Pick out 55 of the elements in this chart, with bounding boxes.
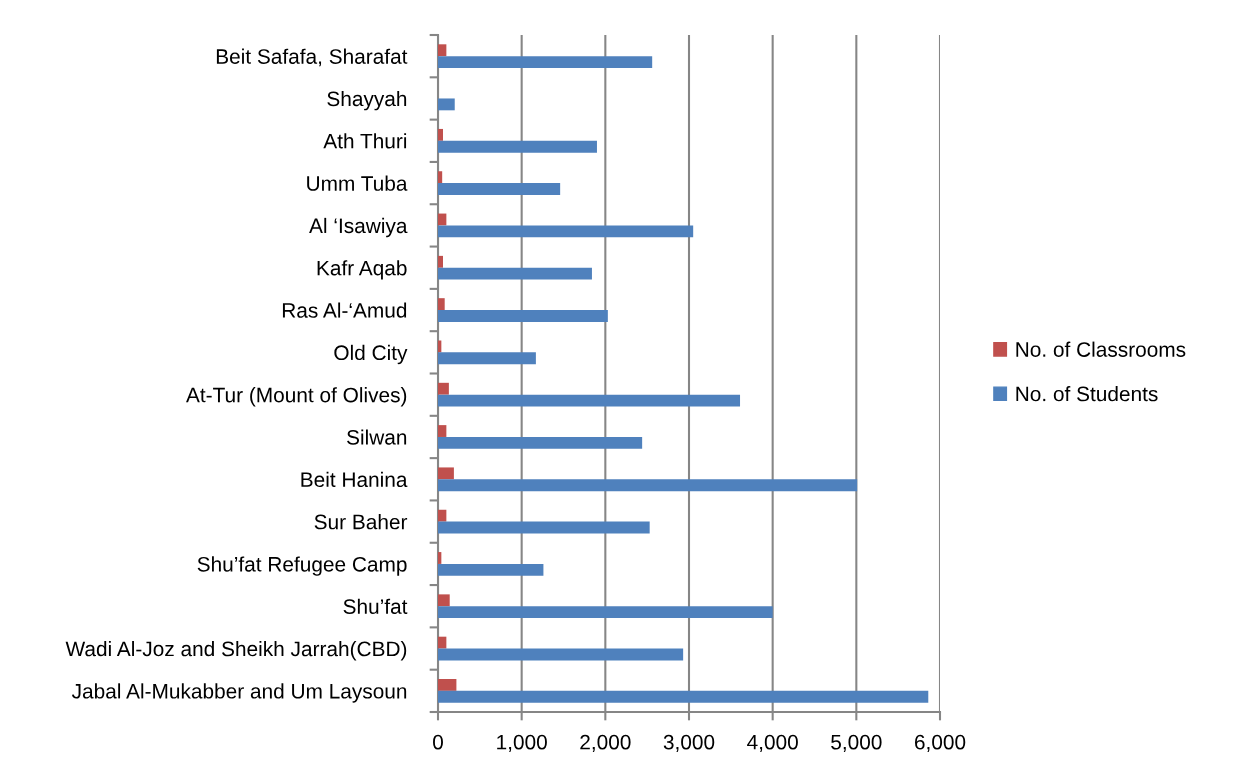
x-tick-label: 6,000 [914, 734, 966, 752]
bar [438, 552, 442, 564]
bar [438, 594, 450, 607]
bar [438, 128, 444, 141]
y-tick-label: Al ‘Isawiya [309, 217, 408, 238]
bar [438, 563, 544, 576]
bar [438, 171, 443, 184]
y-tick-label: Sur Baher [314, 514, 408, 530]
bar [438, 394, 741, 407]
bar [438, 648, 684, 661]
bar [438, 690, 929, 703]
bar [438, 479, 858, 492]
bar [438, 56, 653, 68]
bar [438, 255, 444, 268]
bar [438, 267, 592, 280]
y-tick-label: Kafr Aqab [317, 260, 407, 280]
bar [438, 436, 643, 449]
y-tick-label: Silwan [347, 429, 407, 445]
bar [438, 679, 457, 691]
x-tick-label: 4,000 [747, 734, 798, 752]
y-tick-label: Old City [334, 344, 408, 365]
bar [438, 382, 449, 395]
y-tick-label: Beit Hanina [301, 471, 408, 488]
bar [438, 298, 445, 311]
y-tick-label: Beit Safafa, Sharafat [216, 48, 408, 67]
bar [438, 310, 608, 322]
y-tick-label: Shayyah [327, 90, 407, 111]
bar [438, 467, 454, 480]
y-tick-label: Ras Al-‘Amud [282, 302, 407, 318]
bar [438, 509, 447, 522]
y-tick-label: At-Tur (Mount of Olives) [186, 387, 407, 407]
y-tick-label: Shu’fat Refugee Camp [197, 556, 407, 576]
legend-label: No. of Classrooms [1016, 341, 1186, 357]
x-tick-label: 5,000 [831, 734, 882, 752]
bar [438, 225, 694, 238]
x-tick-label: 2,000 [580, 734, 631, 752]
legend-label: No. of Students [1016, 386, 1158, 402]
y-tick-label: Umm Tuba [307, 175, 408, 191]
x-tick-label: 3,000 [663, 734, 715, 752]
bar [438, 98, 455, 111]
y-tick-label: Wadi Al-Joz and Sheikh Jarrah(CBD) [65, 640, 407, 661]
bar [438, 183, 561, 195]
bar [438, 340, 442, 353]
x-tick-label: 0 [433, 734, 443, 750]
bar [438, 606, 773, 619]
y-tick-label: Shu’fat [343, 598, 408, 614]
y-tick-label: Ath Thuri [323, 133, 407, 149]
bar [438, 140, 597, 153]
bar [438, 636, 447, 649]
bar [438, 44, 447, 57]
x-tick-label: 1,000 [497, 734, 547, 752]
y-tick-label: Jabal Al-Mukabber and Um Laysoun [71, 683, 407, 703]
bar [438, 352, 536, 365]
bar [438, 521, 650, 534]
bar [438, 425, 447, 437]
